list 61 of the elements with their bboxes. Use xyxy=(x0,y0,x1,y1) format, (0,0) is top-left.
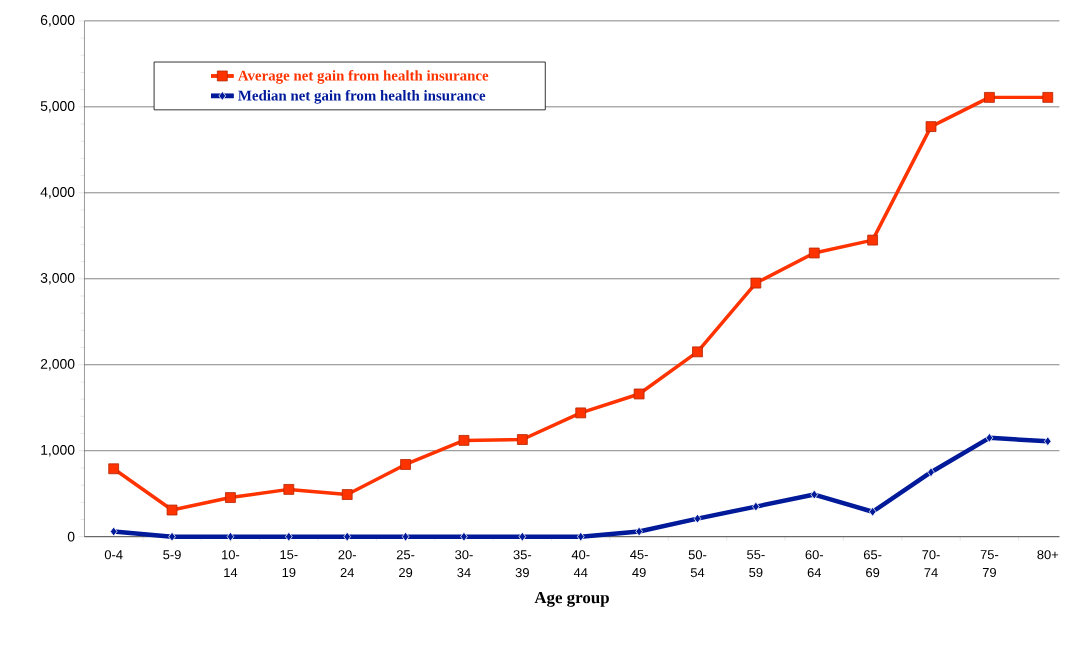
point xyxy=(516,434,528,445)
point xyxy=(810,489,819,500)
point xyxy=(1044,436,1052,447)
y-tick-label: 2,000 xyxy=(40,358,75,371)
point xyxy=(460,531,468,542)
x-tick-label: 65- 69 xyxy=(863,550,882,578)
x-tick-label: 40- 44 xyxy=(571,550,590,578)
x-tick-label: 25- 29 xyxy=(396,550,415,578)
x-tick-label: 80+ xyxy=(1037,550,1059,560)
point xyxy=(168,531,176,542)
point xyxy=(868,506,877,517)
y-tick-label: 6,000 xyxy=(40,15,75,27)
point xyxy=(984,92,995,103)
x-tick-label: 60- 64 xyxy=(805,550,824,578)
y-tick-label: 5,000 xyxy=(40,101,75,113)
point xyxy=(633,388,645,400)
point xyxy=(108,463,120,475)
legend-label: Average net gain from health insurance xyxy=(237,69,489,84)
legend-label: Median net gain from health insurance xyxy=(238,89,486,104)
point xyxy=(166,504,178,516)
point xyxy=(692,346,703,358)
point xyxy=(635,526,643,537)
x-tick-label: 35- 39 xyxy=(513,550,532,578)
point xyxy=(693,513,702,524)
point xyxy=(518,531,527,542)
x-tick-label: 15- 19 xyxy=(280,550,298,578)
x-tick-label: 10- 14 xyxy=(222,550,240,578)
point xyxy=(225,492,236,503)
x-tick-label: 70- 74 xyxy=(922,550,940,578)
point xyxy=(285,531,293,542)
point xyxy=(400,459,411,470)
point xyxy=(867,234,879,246)
x-axis-title: Age group xyxy=(534,591,609,607)
point xyxy=(343,531,351,542)
point xyxy=(401,531,410,542)
x-tick-label: 45- 49 xyxy=(630,550,648,578)
point xyxy=(927,467,935,478)
y-tick-label: 0 xyxy=(67,531,75,542)
point xyxy=(985,432,994,443)
point xyxy=(458,435,470,446)
x-tick-label: 20- 24 xyxy=(338,550,356,578)
y-tick-label: 3,000 xyxy=(40,273,75,285)
x-tick-label: 30- 34 xyxy=(455,550,473,578)
x-tick-label: 0-4 xyxy=(104,550,123,560)
x-tick-label: 50- 54 xyxy=(688,550,707,578)
point xyxy=(226,531,235,542)
x-tick-label: 5-9 xyxy=(163,550,181,560)
x-tick-label: 75- 79 xyxy=(980,550,999,578)
point xyxy=(341,489,353,500)
point xyxy=(575,407,587,419)
point xyxy=(1042,92,1054,103)
point xyxy=(752,501,760,512)
x-tick-label: 55- 59 xyxy=(747,550,765,578)
point xyxy=(925,121,937,132)
point xyxy=(109,526,118,537)
y-tick-label: 1,000 xyxy=(41,444,75,457)
y-tick-label: 4,000 xyxy=(40,187,75,199)
point xyxy=(576,531,585,542)
point xyxy=(283,484,295,495)
point xyxy=(750,277,762,289)
point xyxy=(808,247,820,259)
